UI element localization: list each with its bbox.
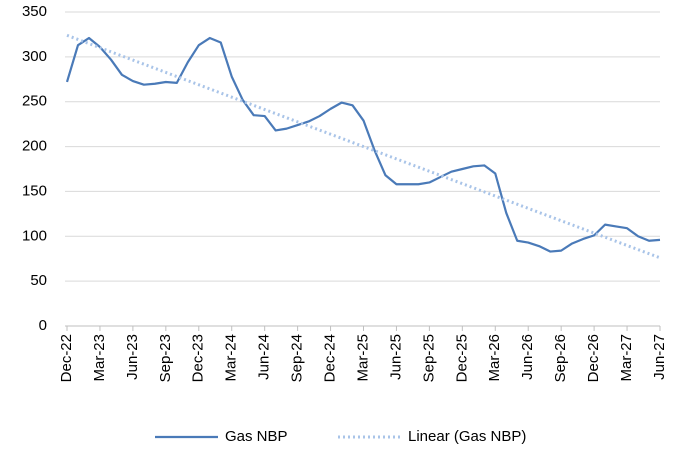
legend-label: Gas NBP (225, 428, 288, 445)
x-tick-label: Dec-26 (585, 334, 602, 382)
y-tick-label: 100 (22, 227, 47, 244)
x-tick-label: Mar-26 (486, 334, 503, 382)
x-tick-label: Dec-23 (190, 334, 207, 382)
x-tick-label: Sep-25 (420, 334, 437, 382)
x-tick-label: Sep-24 (289, 334, 306, 382)
x-tick-label: Jun-26 (519, 334, 536, 380)
y-tick-label: 300 (22, 48, 47, 65)
x-tick-label: Jun-24 (256, 334, 273, 380)
legend-label: Linear (Gas NBP) (408, 428, 526, 445)
y-tick-label: 150 (22, 182, 47, 199)
y-tick-label: 200 (22, 138, 47, 155)
x-tick-label: Mar-25 (354, 334, 371, 382)
x-tick-label: Mar-24 (223, 334, 240, 382)
y-tick-label: 50 (30, 272, 47, 289)
y-tick-label: 0 (39, 317, 47, 334)
x-tick-label: Mar-23 (91, 334, 108, 382)
x-tick-label: Dec-25 (453, 334, 470, 382)
x-tick-label: Sep-26 (552, 334, 569, 382)
x-tick-label: Jun-27 (651, 334, 668, 380)
x-tick-label: Jun-25 (387, 334, 404, 380)
x-tick-label: Dec-22 (58, 334, 75, 382)
trend-line (66, 33, 661, 260)
x-tick-label: Dec-24 (322, 334, 339, 382)
data-line (65, 36, 661, 253)
y-tick-label: 350 (22, 3, 47, 20)
x-tick-label: Jun-23 (124, 334, 141, 380)
y-tick-label: 250 (22, 93, 47, 110)
x-tick-label: Mar-27 (618, 334, 635, 382)
x-tick-label: Sep-23 (157, 334, 174, 382)
